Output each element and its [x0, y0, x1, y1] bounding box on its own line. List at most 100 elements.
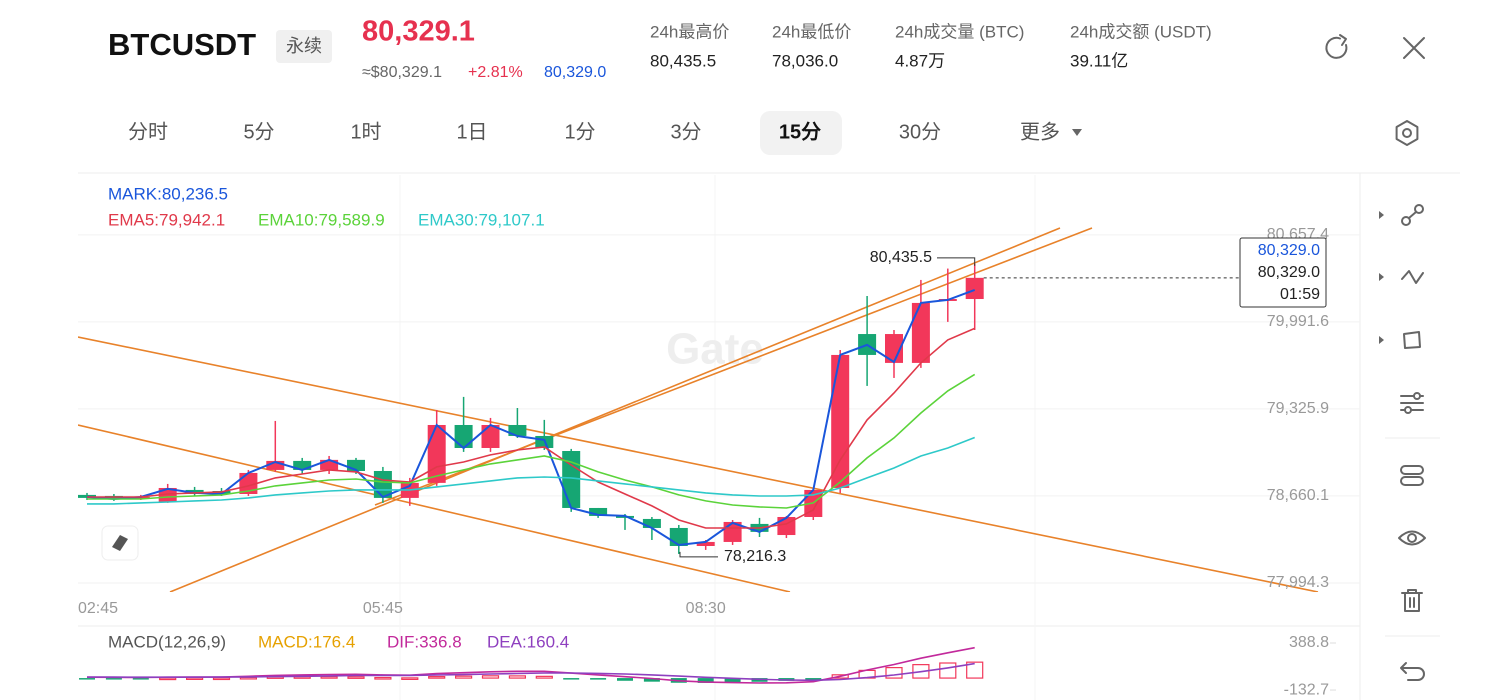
tool-undo[interactable]	[1400, 662, 1425, 681]
stat-value: 4.87万	[895, 51, 945, 70]
macd-bar	[186, 677, 204, 680]
refresh-button[interactable]	[1325, 34, 1348, 59]
macd-pane: 388.8 -132.7 MACD(12,26,9) MACD:176.4 DIF:33…	[79, 632, 1336, 698]
settings-button[interactable]	[1395, 120, 1419, 146]
macd-bar	[455, 675, 473, 679]
legend-entry: EMA10:79,589.9	[258, 210, 385, 229]
macd-bar	[697, 678, 714, 683]
macd-bar	[939, 662, 957, 679]
tab[interactable]: 1分	[564, 120, 595, 143]
y-tick-label: -132.7	[1284, 681, 1329, 698]
tool-settings[interactable]	[1400, 392, 1424, 414]
tab[interactable]: 1日	[456, 121, 487, 143]
tool-shape[interactable]	[1379, 331, 1421, 349]
candle-body	[158, 487, 177, 502]
tab[interactable]: 3分	[670, 120, 701, 143]
macd-bar	[724, 678, 741, 683]
mark-price: 80,329.0	[544, 64, 606, 81]
macd-bar	[159, 677, 177, 681]
trend-line	[78, 336, 1319, 592]
last-price-label: 80,329.0	[1258, 264, 1320, 281]
candle-body	[293, 460, 312, 470]
stat-label: 24h成交额 (USDT)	[1070, 22, 1212, 41]
tool-magnet[interactable]	[1400, 465, 1424, 486]
last-price-label: 01:59	[1280, 286, 1320, 303]
legend-entry: DEA:160.4	[487, 632, 569, 651]
candle-body	[239, 472, 258, 494]
trend-line	[169, 227, 1061, 592]
candle-body	[266, 460, 285, 470]
macd-bar	[481, 675, 500, 679]
candle-body	[911, 302, 930, 363]
y-tick-label: 388.8	[1289, 634, 1329, 651]
last-price: 80,329.1	[362, 16, 475, 48]
stat-label: 24h最低价	[772, 22, 851, 41]
change: +2.81%	[468, 64, 523, 81]
tab[interactable]: 分时	[128, 120, 168, 143]
y-tick-label: 79,325.9	[1267, 400, 1329, 417]
macd-bar	[132, 678, 149, 680]
macd-bar	[320, 676, 338, 679]
indicator-line	[87, 327, 976, 529]
candle-body	[831, 354, 850, 488]
symbol: BTCUSDT	[108, 27, 256, 62]
watermark: Gate	[666, 325, 764, 374]
badge-bg	[276, 30, 332, 63]
indicator-line	[87, 373, 976, 509]
toolbar	[1379, 204, 1440, 681]
indicator-line	[87, 436, 975, 505]
close-button[interactable]	[1403, 37, 1425, 59]
candle-body	[347, 459, 365, 471]
macd-title: MACD(12,26,9)	[108, 632, 226, 651]
candle-body	[481, 424, 500, 448]
macd-bar	[535, 675, 553, 679]
legend-entry: MACD:176.4	[258, 632, 355, 651]
macd-bar	[563, 678, 580, 680]
tab[interactable]: 5分	[243, 120, 274, 143]
tool-fib[interactable]	[1379, 270, 1424, 284]
tool-visibility[interactable]	[1398, 530, 1426, 546]
macd-bar	[590, 678, 607, 680]
trend-lines	[78, 227, 1319, 592]
stat-label: 24h最高价	[650, 22, 729, 41]
tool-line[interactable]	[1379, 204, 1424, 226]
tool-delete[interactable]	[1401, 589, 1423, 612]
grid	[78, 234, 1360, 584]
y-tick-label: 78,660.1	[1267, 487, 1329, 504]
macd-bar	[347, 676, 365, 679]
candle-body	[427, 424, 446, 483]
badge: 永续	[286, 36, 322, 56]
last-price-box	[1239, 237, 1327, 308]
candle-body	[508, 424, 527, 436]
macd-bar	[212, 677, 231, 681]
high-label: 80,435.5	[870, 249, 932, 266]
legend-entry: EMA30:79,107.1	[418, 210, 545, 229]
candle-body	[642, 518, 661, 528]
candle-body	[777, 516, 796, 536]
stat-value: 80,435.5	[650, 51, 716, 70]
macd-bar	[805, 678, 822, 680]
macd-bar	[401, 677, 419, 680]
usd-price: ≈$80,329.1	[362, 64, 442, 81]
tab[interactable]: 30分	[899, 120, 941, 143]
reset-view-button[interactable]	[101, 525, 139, 561]
stat-label: 24h成交量 (BTC)	[895, 22, 1024, 41]
candle-body	[589, 507, 608, 516]
tab[interactable]: 更多	[1020, 120, 1060, 143]
indicator-line	[86, 288, 976, 547]
macd-bar	[79, 678, 95, 680]
legend-entry: DIF:336.8	[387, 632, 462, 651]
tab[interactable]: 1时	[350, 120, 381, 143]
candle-body	[885, 334, 903, 363]
macd-plot	[79, 646, 984, 684]
macd-bar	[374, 676, 392, 680]
candle-body	[562, 450, 581, 508]
tab[interactable]: 15分	[779, 120, 821, 143]
dropdown-arrow	[1072, 129, 1082, 136]
x-tick-label: 05:45	[363, 600, 403, 617]
stats: 24h最高价 80,435.5 24h最低价 78,036.0 24h成交量 (BTC)…	[650, 22, 1212, 70]
candle-body	[965, 277, 984, 300]
legend-entry: EMA5:79,942.1	[108, 210, 225, 229]
